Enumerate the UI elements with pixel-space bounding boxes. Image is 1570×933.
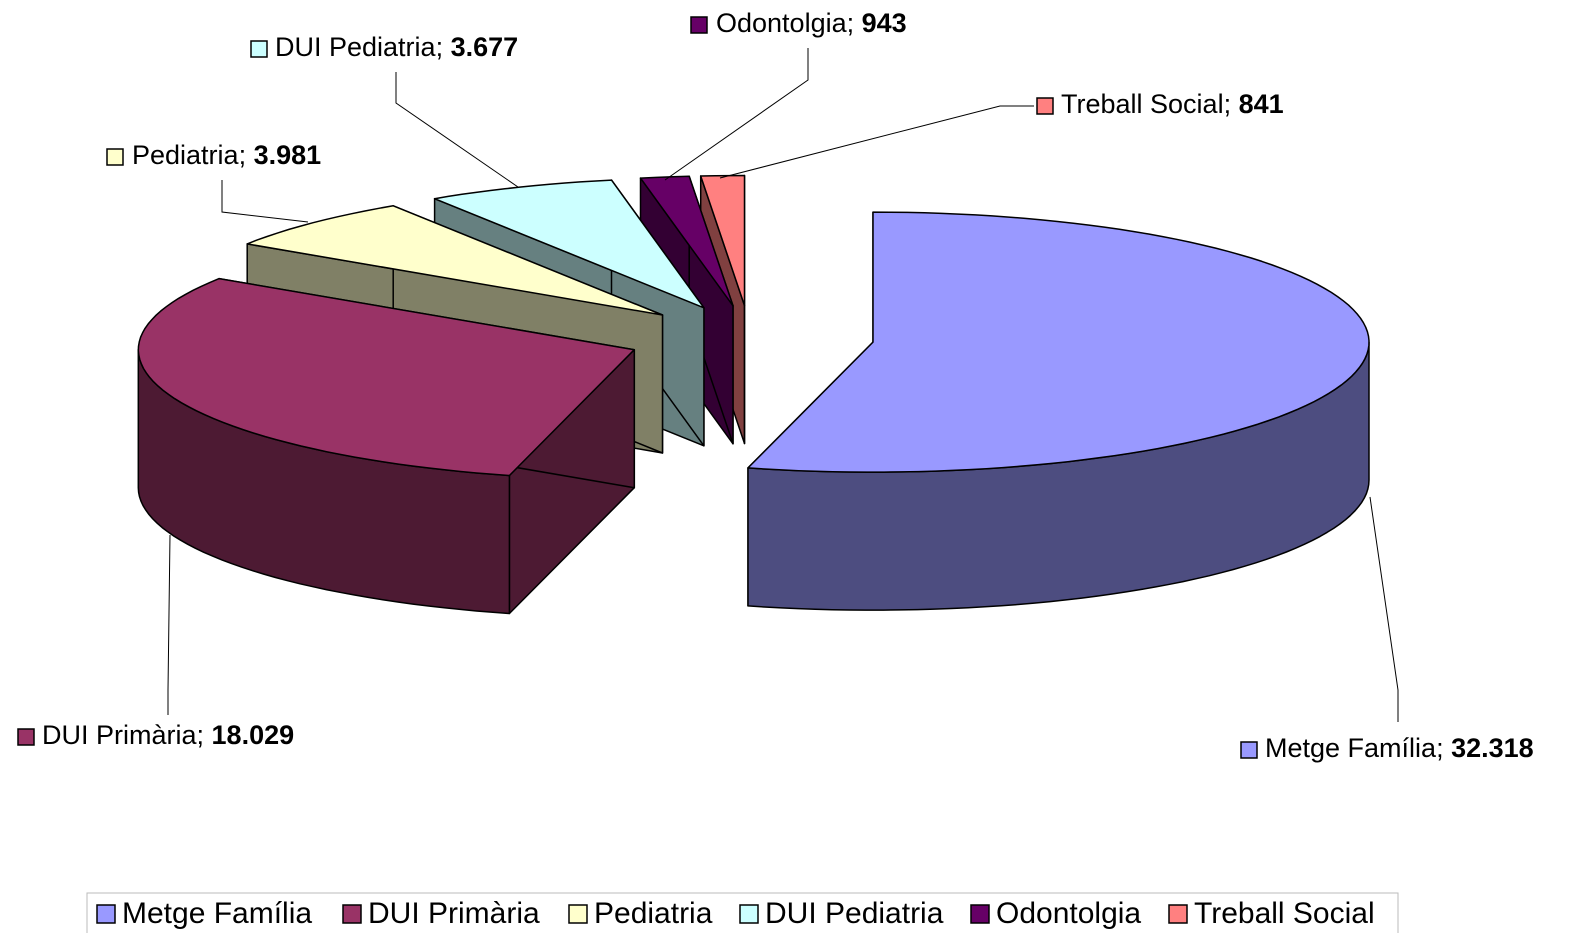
label-value: 18.029 bbox=[212, 720, 295, 750]
legend-label: Metge Família bbox=[122, 897, 312, 930]
legend-key bbox=[342, 904, 362, 924]
label-key bbox=[1036, 97, 1054, 115]
legend-key bbox=[970, 904, 990, 924]
leader-line bbox=[395, 72, 519, 188]
label-value: 943 bbox=[862, 8, 907, 38]
legend-label: DUI Primària bbox=[368, 897, 540, 930]
legend-label: DUI Pediatria bbox=[765, 897, 944, 930]
slice bbox=[747, 211, 1370, 611]
leader-line bbox=[664, 48, 809, 181]
label-separator: ; bbox=[239, 140, 254, 170]
legend-label: Odontolgia bbox=[996, 897, 1141, 930]
data-label: Metge Família; 32.318 bbox=[1265, 733, 1534, 763]
slice bbox=[137, 277, 636, 615]
slice-top bbox=[699, 174, 746, 307]
label-category: DUI Primària bbox=[42, 720, 197, 750]
slice-top bbox=[433, 179, 705, 309]
data-label: Odontolgia; 943 bbox=[716, 8, 907, 38]
label-value: 3.981 bbox=[254, 140, 322, 170]
leader-line bbox=[221, 180, 309, 223]
label-category: Odontolgia bbox=[716, 8, 848, 38]
label-category: Metge Família bbox=[1265, 733, 1437, 763]
data-label: Treball Social; 841 bbox=[1061, 89, 1284, 119]
label-key bbox=[1240, 741, 1258, 759]
data-label: DUI Primària; 18.029 bbox=[42, 720, 294, 750]
legend-key bbox=[568, 904, 588, 924]
legend-key bbox=[1168, 904, 1188, 924]
label-separator: ; bbox=[1436, 733, 1451, 763]
label-category: Treball Social bbox=[1061, 89, 1224, 119]
leader-line bbox=[167, 534, 171, 715]
slice-top bbox=[639, 175, 734, 307]
data-label: DUI Pediatria; 3.677 bbox=[275, 32, 518, 62]
leader-line bbox=[719, 105, 1034, 179]
slice-top bbox=[137, 277, 636, 477]
label-separator: ; bbox=[436, 32, 451, 62]
label-value: 3.677 bbox=[451, 32, 519, 62]
data-label: Pediatria; 3.981 bbox=[132, 140, 321, 170]
legend-label: Treball Social bbox=[1194, 897, 1375, 930]
legend-label: Pediatria bbox=[594, 897, 713, 930]
label-key bbox=[106, 148, 124, 166]
slice-top bbox=[246, 205, 664, 316]
legend-key bbox=[739, 904, 759, 924]
label-separator: ; bbox=[847, 8, 862, 38]
label-value: 32.318 bbox=[1451, 733, 1534, 763]
pie bbox=[137, 174, 1370, 615]
label-key bbox=[250, 40, 268, 58]
label-value: 841 bbox=[1239, 89, 1284, 119]
label-separator: ; bbox=[1224, 89, 1239, 119]
label-separator: ; bbox=[197, 720, 212, 750]
legend-key bbox=[96, 904, 116, 924]
label-category: DUI Pediatria bbox=[275, 32, 437, 62]
slice-top bbox=[747, 211, 1370, 473]
leader-line bbox=[1369, 496, 1399, 722]
label-key bbox=[17, 728, 35, 746]
label-category: Pediatria bbox=[132, 140, 240, 170]
label-key bbox=[690, 16, 708, 34]
